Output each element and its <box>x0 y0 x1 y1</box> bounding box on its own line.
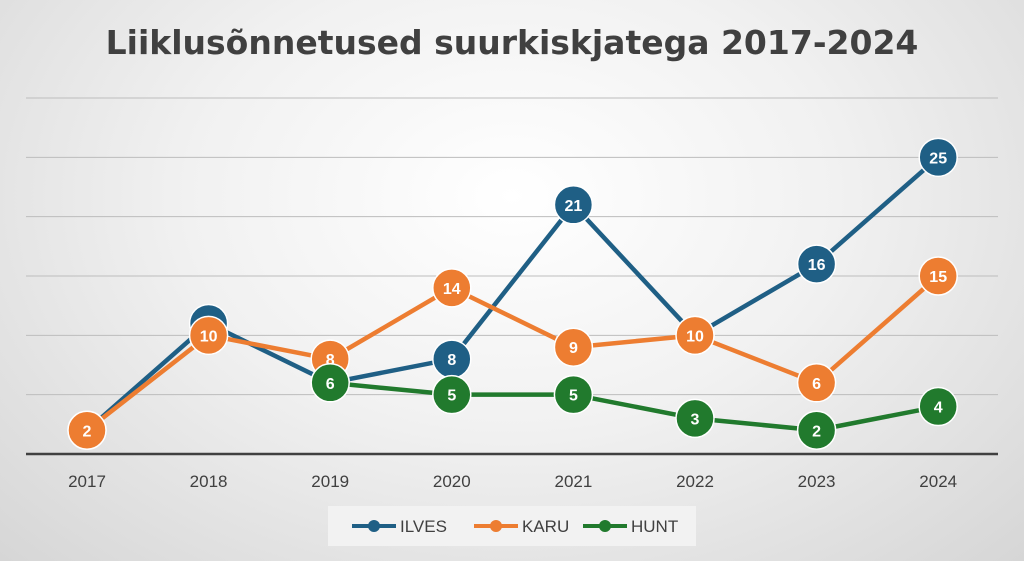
data-label: 5 <box>569 388 578 405</box>
chart-title: Liiklusõnnetused suurkiskjatega 2017-202… <box>106 23 919 62</box>
series-line <box>329 380 939 433</box>
data-label: 15 <box>929 269 947 286</box>
series-area: 2116821101625210814910615655324 <box>67 137 958 451</box>
data-label: 2 <box>812 423 821 440</box>
data-point <box>188 315 229 356</box>
legend-item-hunt: HUNT <box>583 517 678 536</box>
x-tick-label: 2020 <box>433 472 471 491</box>
legend-label: HUNT <box>631 517 678 536</box>
data-label: 8 <box>326 352 335 369</box>
x-tick-label: 2018 <box>190 472 228 491</box>
legend-label: ILVES <box>400 517 447 536</box>
series-line <box>85 274 940 433</box>
data-point <box>675 398 715 439</box>
data-point <box>918 137 958 178</box>
x-tick-label: 2024 <box>919 472 957 491</box>
data-point <box>796 410 837 451</box>
legend: ILVES KARU HUNT <box>328 506 696 546</box>
gridlines <box>26 97 998 396</box>
x-tick-label: 2023 <box>798 472 836 491</box>
data-point <box>796 363 837 403</box>
data-point <box>310 363 350 403</box>
data-label: 8 <box>447 352 456 369</box>
data-point <box>918 256 958 296</box>
data-label: 14 <box>443 281 461 298</box>
data-point <box>675 315 715 356</box>
series-hunt: 6 5 5 3 2 4 <box>310 363 958 451</box>
data-label: 10 <box>200 328 218 345</box>
legend-marker <box>368 520 380 532</box>
data-label: 16 <box>808 257 826 274</box>
data-label: 6 <box>326 376 335 393</box>
data-label: 6 <box>812 376 821 393</box>
data-label: 3 <box>691 411 700 428</box>
data-point <box>796 244 837 284</box>
x-axis: 2017 2018 2019 2020 2021 2022 2023 2024 <box>26 452 998 491</box>
data-point <box>918 386 958 427</box>
series-line <box>85 155 940 432</box>
data-point <box>432 268 472 308</box>
data-label: 10 <box>686 328 704 345</box>
x-tick-label: 2021 <box>554 472 592 491</box>
data-label: 9 <box>569 340 578 357</box>
legend-label: KARU <box>522 517 569 536</box>
data-label: 2 <box>83 423 92 440</box>
legend-marker <box>490 520 502 532</box>
data-label: 25 <box>929 150 947 167</box>
data-point <box>67 410 107 451</box>
legend-item-karu: KARU <box>474 517 569 536</box>
data-point <box>553 185 594 225</box>
x-tick-label: 2019 <box>311 472 349 491</box>
legend-marker <box>599 520 611 532</box>
legend-item-ilves: ILVES <box>352 517 447 536</box>
data-label: 21 <box>565 198 583 215</box>
series-ilves: 2116821101625 <box>67 137 958 451</box>
data-label: 4 <box>934 400 943 417</box>
data-label: 5 <box>447 388 456 405</box>
x-tick-label: 2017 <box>68 472 106 491</box>
x-tick-label: 2022 <box>676 472 714 491</box>
data-point <box>553 327 594 367</box>
data-point <box>432 374 472 415</box>
series-karu: 2 10 8 14 9 10 6 15 <box>67 256 958 451</box>
data-point <box>553 374 594 415</box>
